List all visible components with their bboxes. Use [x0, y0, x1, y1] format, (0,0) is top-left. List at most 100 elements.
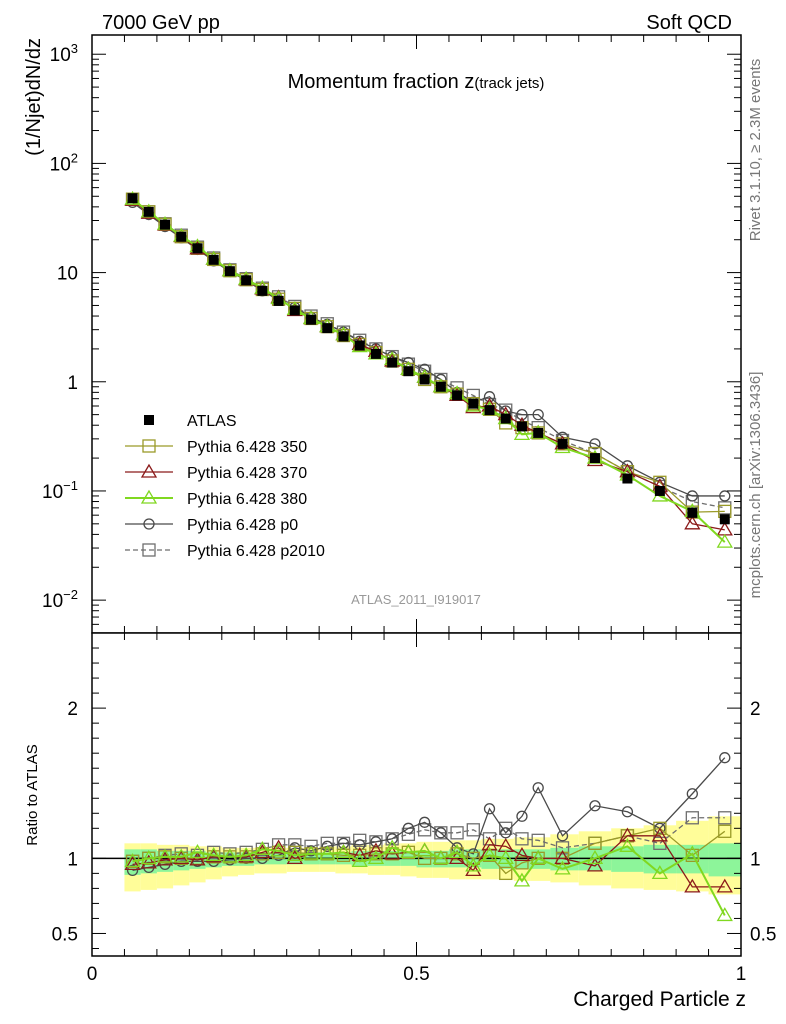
- header-right: Soft QCD: [646, 12, 732, 34]
- point-atlas: [208, 254, 219, 265]
- ratio-point-pythia-6-428-380: [432, 850, 449, 864]
- point-pythia-6-428-350: [207, 252, 221, 267]
- ratio-point-pythia-6-428-380: [530, 850, 547, 864]
- ratio-point-pythia-6-428-p0: [402, 822, 415, 834]
- ratio-point-pythia-6-428-p0: [126, 864, 139, 877]
- ratio-point-pythia-6-428-p0: [589, 800, 601, 812]
- point-atlas: [354, 340, 365, 351]
- ratio-point-pythia-6-428-380: [554, 860, 571, 875]
- tick-mantissa: 10: [42, 591, 63, 612]
- y-axis-label: (1/Njet)dN/dz: [23, 38, 45, 156]
- tick-mantissa: 10: [50, 45, 71, 66]
- legend-entry-atlas: ATLAS: [144, 413, 237, 430]
- point-atlas: [500, 413, 511, 424]
- legend-marker: [142, 543, 156, 557]
- ratio-y-tick-label-right: 1: [750, 849, 761, 870]
- ratio-point-pythia-6-428-380: [651, 865, 669, 880]
- tick-mantissa: 10: [57, 264, 78, 285]
- ratio-point-pythia-6-428-p2010: [531, 833, 545, 847]
- ratio-point-pythia-6-428-380: [367, 850, 385, 864]
- legend-label: Pythia 6.428 370: [187, 465, 307, 482]
- ratio-point-pythia-6-428-p2010: [515, 832, 529, 846]
- ratio-point-pythia-6-428-p2010: [304, 839, 318, 853]
- point-pythia-6-428-350: [336, 328, 351, 343]
- ratio-point-pythia-6-428-380: [319, 845, 336, 860]
- ratio-point-pythia-6-428-p2010: [434, 826, 448, 840]
- ratio-point-pythia-6-428-350: [515, 856, 529, 870]
- main-frame-bg: [92, 35, 741, 633]
- main-y-tick-label: 10: [57, 264, 78, 285]
- point-atlas: [127, 193, 138, 204]
- ratio-point-pythia-6-428-380: [513, 872, 531, 887]
- ratio-point-pythia-6-428-p2010: [653, 836, 667, 850]
- main-y-tick-label: 103: [50, 41, 78, 66]
- ratio-point-pythia-6-428-370: [513, 847, 531, 861]
- ratio-y-tick-label-left: 1: [67, 849, 78, 870]
- point-pythia-6-428-370: [684, 515, 701, 530]
- ratio-point-pythia-6-428-370: [651, 827, 669, 842]
- ratio-point-pythia-6-428-p0: [516, 810, 528, 822]
- ratio-point-pythia-6-428-370: [716, 878, 733, 893]
- ratio-point-pythia-6-428-p2010: [685, 811, 699, 825]
- point-atlas: [589, 453, 600, 464]
- point-atlas: [719, 514, 730, 525]
- main-title-sub: (track jets): [474, 75, 544, 92]
- point-atlas: [322, 323, 333, 334]
- ratio-point-pythia-6-428-380: [400, 844, 417, 858]
- ratio-series-pythia-6-428-380: [124, 838, 733, 922]
- ratio-point-pythia-6-428-370: [367, 842, 385, 857]
- ratio-point-pythia-6-428-p0: [686, 788, 698, 800]
- point-atlas: [484, 405, 495, 416]
- ratio-point-pythia-6-428-370: [124, 856, 141, 871]
- point-atlas: [273, 295, 284, 306]
- ratio-point-pythia-6-428-380: [124, 853, 141, 868]
- legend-entry-pythia-6-428-350: Pythia 6.428 350: [125, 439, 307, 456]
- main-plot-area: [92, 35, 741, 633]
- ratio-point-pythia-6-428-380: [335, 844, 352, 858]
- ratio-point-pythia-6-428-370: [286, 850, 303, 864]
- ratio-point-pythia-6-428-350: [653, 821, 667, 835]
- x-tick-label: 1: [736, 964, 747, 985]
- point-atlas: [533, 427, 544, 438]
- legend-marker: [143, 518, 155, 530]
- ratio-point-pythia-6-428-p0: [224, 854, 236, 866]
- stat-band-bin: [708, 843, 741, 877]
- point-pythia-6-428-p0: [418, 363, 431, 375]
- ratio-y-axis-label: Ratio to ATLAS: [24, 744, 41, 845]
- point-atlas: [468, 398, 479, 409]
- ratio-point-pythia-6-428-p0: [654, 822, 666, 834]
- legend-marker: [144, 415, 154, 425]
- ratio-point-pythia-6-428-p2010: [555, 841, 570, 855]
- point-atlas: [622, 473, 633, 484]
- ratio-point-pythia-6-428-380: [270, 842, 287, 857]
- legend-label: Pythia 6.428 350: [187, 439, 307, 456]
- ratio-point-pythia-6-428-p0: [719, 752, 731, 764]
- ratio-point-pythia-6-428-p2010: [450, 826, 464, 840]
- point-pythia-6-428-380: [716, 533, 733, 548]
- tick-exponent: −2: [63, 587, 78, 602]
- ratio-point-pythia-6-428-380: [286, 847, 303, 861]
- main-y-tick-label: 1: [67, 373, 78, 394]
- main-title: Momentum fraction z(track jets): [288, 71, 545, 93]
- series-atlas: [127, 193, 730, 525]
- point-atlas: [452, 390, 463, 401]
- analysis-id: ATLAS_2011_I919017: [351, 592, 481, 607]
- ratio-y-tick-label-left: 2: [67, 699, 78, 720]
- ratio-point-pythia-6-428-p0: [532, 782, 544, 794]
- point-atlas: [435, 381, 446, 392]
- point-pythia-6-428-p0: [589, 438, 601, 450]
- ratio-point-pythia-6-428-370: [465, 862, 482, 877]
- ratio-point-pythia-6-428-370: [586, 857, 604, 872]
- stat-band-bin: [416, 850, 433, 868]
- ratio-point-pythia-6-428-370: [684, 878, 701, 893]
- ratio-point-pythia-6-428-p2010: [353, 833, 367, 847]
- ratio-line-pythia-6-428-380: [132, 845, 726, 916]
- point-atlas: [241, 275, 252, 286]
- ratio-y-tick-label-right: 0.5: [750, 924, 776, 945]
- point-atlas: [143, 206, 154, 217]
- legend-entry-pythia-6-428-p0: Pythia 6.428 p0: [125, 517, 298, 534]
- point-pythia-6-428-350: [685, 505, 699, 519]
- ratio-point-pythia-6-428-380: [173, 848, 190, 863]
- ratio-point-pythia-6-428-p2010: [466, 823, 480, 837]
- ratio-point-pythia-6-428-380: [716, 907, 733, 922]
